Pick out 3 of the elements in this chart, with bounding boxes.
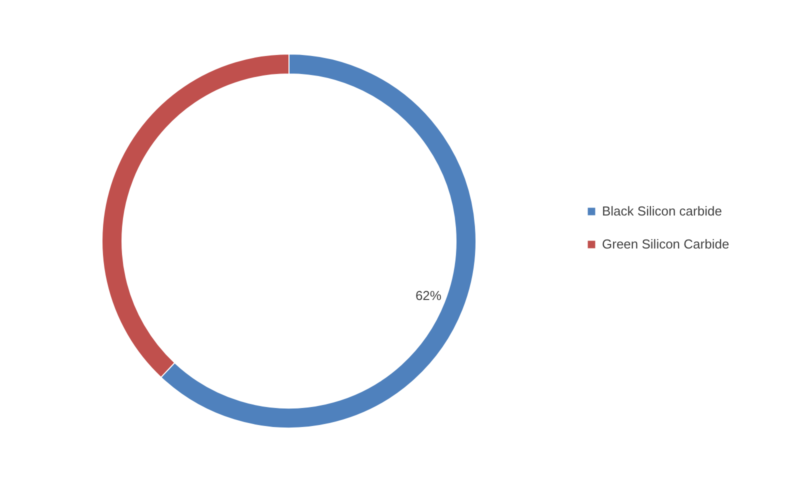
- legend-label: Black Silicon carbide: [602, 204, 722, 218]
- legend-label: Green Silicon Carbide: [602, 236, 730, 252]
- data-label: 62%: [415, 288, 442, 304]
